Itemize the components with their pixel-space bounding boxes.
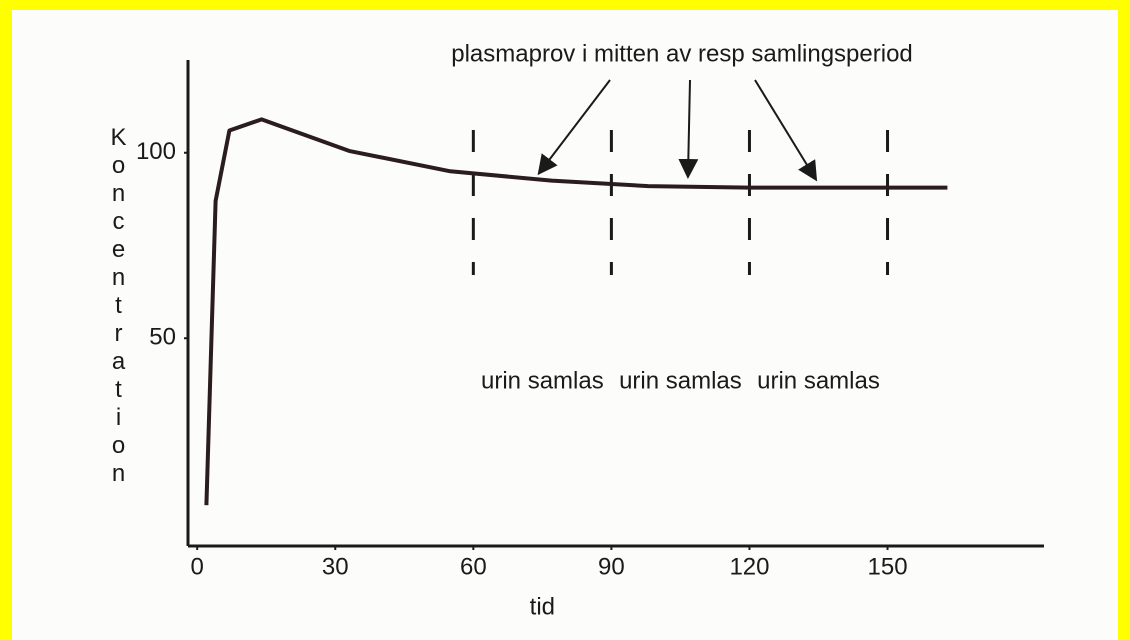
annotation: urin samlas bbox=[619, 367, 742, 394]
annotation: urin samlas bbox=[481, 367, 604, 394]
x-tick-label: 60 bbox=[460, 553, 487, 580]
arrow bbox=[537, 79, 611, 176]
data-line bbox=[204, 117, 948, 506]
y-tick-label: 50 bbox=[149, 324, 176, 351]
y-axis-label: Koncentration bbox=[105, 124, 132, 488]
x-tick-label: 30 bbox=[322, 553, 349, 580]
x-tick-label: 0 bbox=[191, 553, 204, 580]
x-axis-label: tid bbox=[530, 593, 555, 620]
y-tick-label: 100 bbox=[136, 138, 176, 165]
annotation-arrows bbox=[537, 79, 818, 182]
annotation-title: plasmaprov i mitten av resp samlingsperi… bbox=[451, 40, 913, 67]
x-tick-label: 120 bbox=[729, 553, 769, 580]
figure-background bbox=[12, 10, 1118, 640]
arrow bbox=[678, 79, 699, 179]
x-tick-label: 150 bbox=[868, 553, 908, 580]
arrow bbox=[754, 79, 818, 182]
annotation: urin samlas bbox=[757, 367, 880, 394]
x-tick-label: 90 bbox=[598, 553, 625, 580]
